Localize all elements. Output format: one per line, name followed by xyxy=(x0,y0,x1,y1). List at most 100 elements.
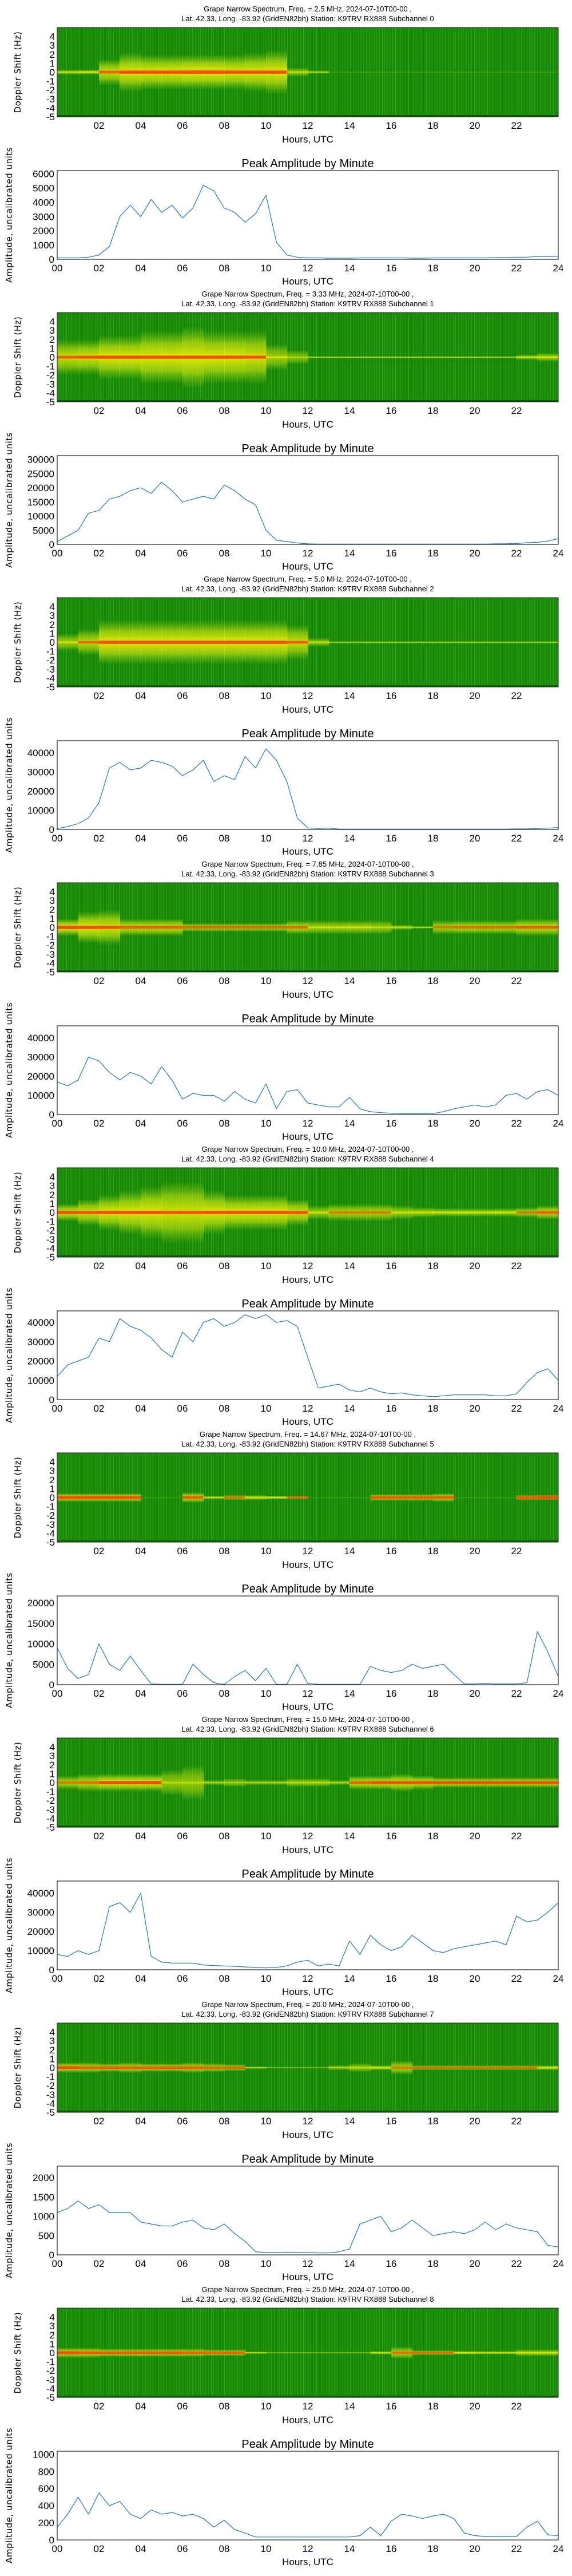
spectrogram-band-segment xyxy=(328,356,350,358)
spectrogram-carrier-segment xyxy=(495,926,517,929)
amplitude-xtick-label: 12 xyxy=(303,548,313,559)
amplitude-xtick-label: 14 xyxy=(344,833,355,844)
amplitude-xlabel: Hours, UTC xyxy=(282,1416,333,1427)
amplitude-plot-area xyxy=(57,171,558,259)
amplitude-plot-area xyxy=(57,1596,558,1685)
spectrogram-xtick-label: 08 xyxy=(219,690,230,701)
spectrogram-ytick-label: -5 xyxy=(46,112,55,123)
amplitude-ytick-label: 1500 xyxy=(33,2192,54,2203)
spectrogram-carrier-segment xyxy=(454,1781,475,1784)
amplitude-chart-title: Peak Amplitude by Minute xyxy=(241,157,374,170)
amplitude-ytick-label: 30000 xyxy=(27,1907,54,1918)
spectrogram-xtick-label: 02 xyxy=(94,120,105,131)
spectrogram-carrier-segment xyxy=(78,2066,100,2069)
amplitude-ylabel: Amplitude, uncalibrated units xyxy=(4,1573,14,1708)
spectrogram-xtick-label: 14 xyxy=(344,1261,355,1271)
spectrogram-carrier-segment xyxy=(120,1211,141,1214)
spectrogram-carrier-segment xyxy=(287,2067,308,2069)
amplitude-ytick-label: 2000 xyxy=(33,2172,54,2183)
amplitude-xtick-label: 24 xyxy=(553,263,564,274)
spectrogram-xtick-label: 12 xyxy=(303,975,313,986)
amplitude-chart-title: Peak Amplitude by Minute xyxy=(241,1013,374,1025)
amplitude-chart: Peak Amplitude by Minute 0 10000 20000 30000… xyxy=(4,1287,563,1427)
spectrogram-carrier-segment xyxy=(120,70,141,74)
spectrogram-carrier-segment xyxy=(203,926,225,929)
spectrogram-ytick-label: -1 xyxy=(46,76,55,87)
spectrogram-carrier-segment xyxy=(454,2067,475,2069)
spectrogram-xtick-label: 04 xyxy=(136,2401,146,2412)
spectrogram-ytick-label: 2 xyxy=(50,1190,55,1200)
spectrogram-xtick-label: 12 xyxy=(303,1546,313,1556)
amplitude-xtick-label: 22 xyxy=(511,263,522,274)
amplitude-ytick-label: 5000 xyxy=(33,183,54,194)
spectrogram-carrier-segment xyxy=(203,1211,225,1214)
spectrogram-carrier-segment xyxy=(475,356,496,358)
spectrogram-carrier-segment xyxy=(287,356,308,358)
amplitude-ytick-label: 20000 xyxy=(27,1926,54,1937)
amplitude-xtick-label: 00 xyxy=(52,1688,63,1699)
amplitude-xtick-label: 06 xyxy=(177,548,188,559)
spectrogram-xtick-label: 04 xyxy=(136,120,146,131)
spectrogram-carrier-segment xyxy=(224,1496,245,1499)
spectrogram-band-segment xyxy=(537,641,559,643)
spectrogram-band-segment xyxy=(308,356,329,358)
amplitude-xtick-label: 20 xyxy=(470,1118,480,1129)
spectrogram-ytick-label: 3 xyxy=(50,610,55,621)
spectrogram-ytick-label: -5 xyxy=(46,2107,55,2118)
amplitude-series-line xyxy=(57,1314,558,1397)
spectrogram-carrier-segment xyxy=(454,641,475,643)
spectrogram: Grape Narrow Spectrum, Freq. = 14.67 MHz… xyxy=(13,1430,559,1570)
spectrogram-carrier-segment xyxy=(287,1211,308,1214)
spectrogram-band-segment xyxy=(454,641,475,643)
spectrogram-bottom-edge xyxy=(57,115,558,117)
amplitude-ytick-label: 0 xyxy=(49,2250,54,2261)
amplitude-ytick-label: 15000 xyxy=(27,497,54,508)
spectrogram-xtick-label: 14 xyxy=(344,2116,355,2127)
spectrogram-bottom-edge xyxy=(57,1540,558,1542)
spectrogram-ytick-label: -4 xyxy=(46,388,55,398)
spectrogram-ytick-label: -3 xyxy=(46,2089,55,2100)
amplitude-chart: Peak Amplitude by Minute0500100015002000… xyxy=(4,2143,563,2282)
amplitude-xtick-label: 08 xyxy=(219,2543,230,2554)
spectrogram-xtick-label: 14 xyxy=(344,120,355,131)
spectrogram-carrier-segment xyxy=(245,641,267,644)
spectrogram-xtick-label: 14 xyxy=(344,2401,355,2412)
spectrogram-band-segment xyxy=(266,1780,287,1785)
spectrogram-xtick-label: 10 xyxy=(261,405,272,416)
amplitude-ylabel: Amplitude, uncalibrated units xyxy=(4,1002,14,1138)
spectrogram-carrier-segment xyxy=(120,2351,141,2354)
spectrogram-ytick-label: -1 xyxy=(46,646,55,657)
spectrogram-carrier-segment xyxy=(245,926,267,929)
spectrogram: Grape Narrow Spectrum, Freq. = 25.0 MHz,… xyxy=(13,2285,559,2425)
spectrogram-carrier-segment xyxy=(454,72,475,73)
spectrogram-frame xyxy=(57,27,559,117)
spectrogram-carrier-segment xyxy=(78,641,100,644)
amplitude-plot-area xyxy=(57,2166,558,2255)
amplitude-ytick-label: 30000 xyxy=(27,1337,54,1348)
spectrogram-xtick-label: 16 xyxy=(386,2401,397,2412)
spectrogram-carrier-segment xyxy=(161,1781,183,1784)
spectrogram-carrier-segment xyxy=(161,1211,183,1214)
spectrogram-xtick-label: 10 xyxy=(261,120,272,131)
amplitude-xtick-label: 06 xyxy=(177,2258,188,2269)
spectrogram-carrier-segment xyxy=(57,1781,78,1784)
spectrogram: Grape Narrow Spectrum, Freq. = 15.0 MHz,… xyxy=(13,1715,559,1855)
amplitude-xtick-label: 20 xyxy=(470,548,480,559)
spectrogram-band-segment xyxy=(475,641,496,643)
spectrogram-ylabel: Doppler Shift (Hz) xyxy=(13,887,23,969)
spectrogram-carrier-segment xyxy=(203,355,225,359)
spectrogram-band-segment xyxy=(349,641,371,643)
spectrogram-title-line1: Grape Narrow Spectrum, Freq. = 15.0 MHz,… xyxy=(201,1715,414,1724)
spectrogram-xtick-label: 04 xyxy=(136,690,146,701)
spectrogram-carrier-segment xyxy=(245,2067,267,2069)
spectrogram-carrier-segment xyxy=(266,926,287,929)
amplitude-xtick-label: 00 xyxy=(52,1118,63,1129)
amplitude-xtick-label: 02 xyxy=(94,1118,105,1129)
spectrogram-ytick-label: -1 xyxy=(46,1787,55,1797)
spectrogram-carrier-segment xyxy=(349,2352,371,2354)
spectrogram-carrier-segment xyxy=(182,1211,204,1214)
spectrogram-xtick-label: 02 xyxy=(94,1831,105,1842)
amplitude-ytick-label: 15000 xyxy=(27,1618,54,1629)
spectrogram-xtick-label: 12 xyxy=(303,2401,313,2412)
spectrogram-xtick-label: 20 xyxy=(470,120,480,131)
